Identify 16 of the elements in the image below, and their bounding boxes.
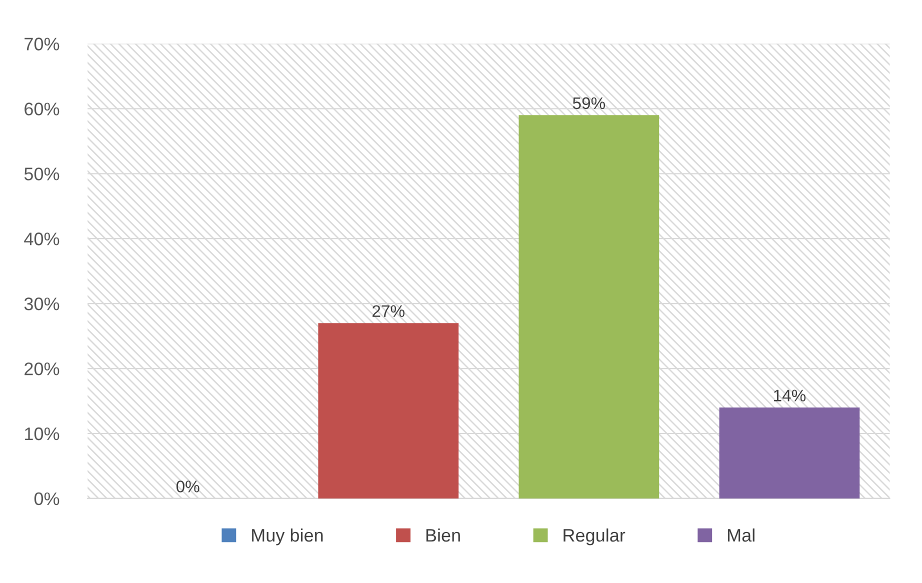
y-tick-label: 60% xyxy=(24,102,60,116)
y-tick-label: 20% xyxy=(24,362,60,376)
legend-label: Bien xyxy=(426,528,460,542)
y-tick-label: 30% xyxy=(24,298,60,310)
data-label: 59% xyxy=(572,97,606,110)
y-tick-label: 70% xyxy=(24,38,60,50)
y-tick-label: 0% xyxy=(34,492,60,506)
data-label: 14% xyxy=(774,390,806,402)
legend-label: Muy bien xyxy=(252,528,323,546)
y-tick-label: 10% xyxy=(25,427,60,440)
data-label: 0% xyxy=(176,480,200,492)
legend-label: Mal xyxy=(728,528,754,542)
legend-label: Regular xyxy=(564,528,626,546)
data-label: 27% xyxy=(372,305,404,317)
y-tick-label: 40% xyxy=(24,232,60,246)
y-tick-label: 50% xyxy=(24,168,60,180)
